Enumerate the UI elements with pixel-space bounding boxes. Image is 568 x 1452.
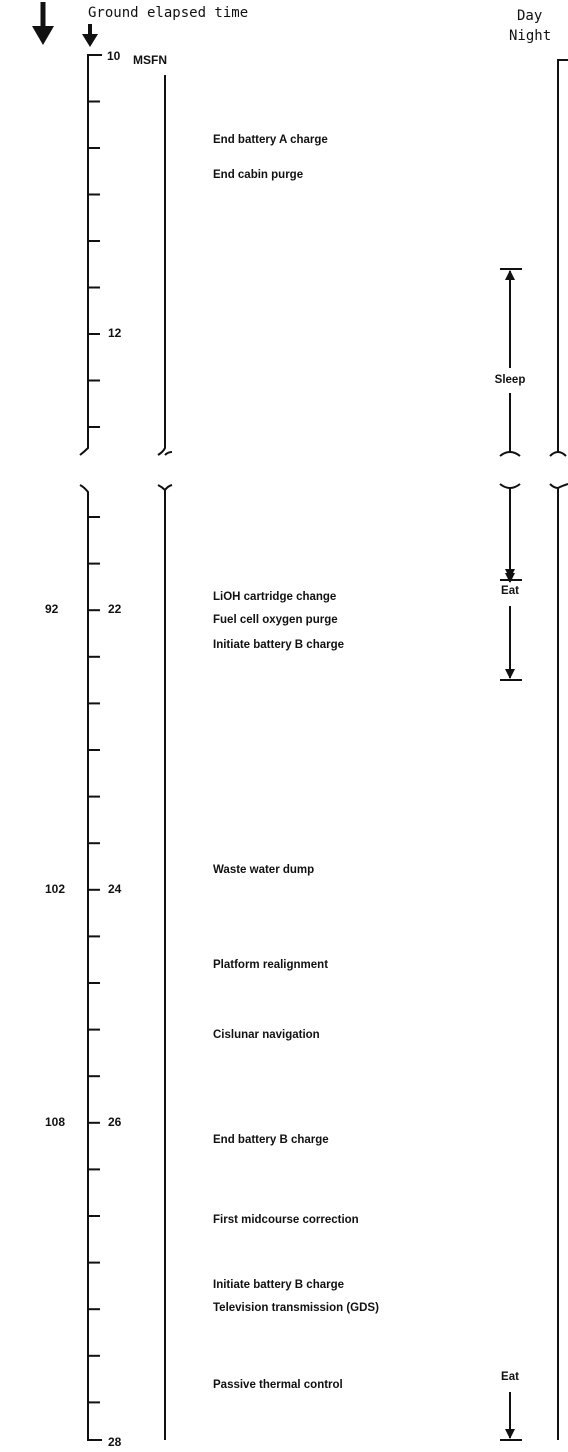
scale-line-bottom <box>79 484 102 1441</box>
event-label: End cabin purge <box>213 169 303 181</box>
inner-label: 24 <box>108 882 122 896</box>
event-label: Fuel cell oxygen purge <box>213 614 338 626</box>
inner-label: 12 <box>108 326 122 340</box>
outer-label: 92 <box>45 602 59 616</box>
night-label: Night <box>509 28 551 44</box>
scale-line-top <box>79 54 102 456</box>
msfn-line-2 <box>157 484 173 1440</box>
event-label: End battery B charge <box>213 1134 329 1146</box>
event-label: End battery A charge <box>213 134 328 146</box>
msfn-line <box>157 75 173 456</box>
event-label: Platform realignment <box>213 959 328 971</box>
crew-label: Eat <box>501 585 519 597</box>
inner-label: 22 <box>108 602 122 616</box>
axis-title: Ground elapsed time <box>88 5 248 21</box>
daynight-line-2 <box>549 483 568 1440</box>
big-arrow-head <box>32 26 54 45</box>
inner-label: 26 <box>108 1115 122 1129</box>
day-label: Day <box>517 8 542 24</box>
scale-top-label: 10 <box>107 49 121 63</box>
inner-label: 28 <box>108 1435 122 1449</box>
crew-label: Eat <box>501 1371 519 1383</box>
small-arrow-head <box>82 34 98 47</box>
daynight-line <box>549 59 568 457</box>
event-label: Cislunar navigation <box>213 1029 320 1041</box>
station-label: MSFN <box>133 53 167 67</box>
event-label: LiOH cartridge change <box>213 591 336 603</box>
event-label: Initiate battery B charge <box>213 639 344 651</box>
crew-arrows <box>499 268 522 1441</box>
event-label: First midcourse correction <box>213 1214 359 1226</box>
event-label: Waste water dump <box>213 864 314 876</box>
outer-label: 108 <box>45 1115 65 1129</box>
event-label: Passive thermal control <box>213 1379 343 1391</box>
event-label: Initiate battery B charge <box>213 1279 344 1291</box>
outer-label: 102 <box>45 882 65 896</box>
event-label: Television transmission (GDS) <box>213 1302 379 1314</box>
crew-label: Sleep <box>495 374 526 386</box>
